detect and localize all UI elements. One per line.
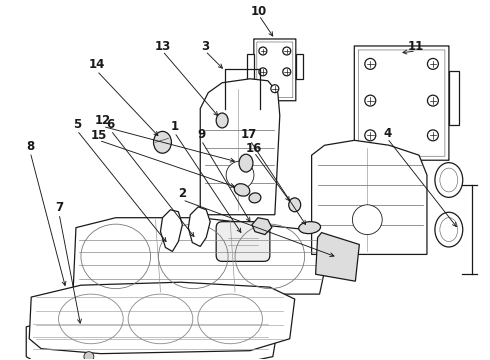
Polygon shape bbox=[188, 207, 210, 247]
Circle shape bbox=[365, 58, 376, 69]
Circle shape bbox=[283, 47, 291, 55]
Ellipse shape bbox=[153, 131, 172, 153]
Ellipse shape bbox=[249, 193, 261, 203]
FancyBboxPatch shape bbox=[358, 50, 445, 156]
Text: 9: 9 bbox=[197, 128, 205, 141]
Ellipse shape bbox=[216, 113, 228, 128]
Text: 12: 12 bbox=[95, 114, 111, 127]
Polygon shape bbox=[29, 282, 294, 354]
Text: 11: 11 bbox=[408, 40, 424, 53]
Ellipse shape bbox=[435, 163, 463, 197]
Bar bbox=[295, 54, 303, 79]
Polygon shape bbox=[200, 79, 280, 215]
Text: 14: 14 bbox=[89, 58, 105, 71]
Polygon shape bbox=[161, 210, 182, 251]
Text: 10: 10 bbox=[251, 5, 267, 18]
Text: 17: 17 bbox=[241, 128, 257, 141]
FancyBboxPatch shape bbox=[257, 42, 293, 98]
Text: 16: 16 bbox=[246, 142, 262, 155]
Text: 2: 2 bbox=[178, 188, 186, 201]
Ellipse shape bbox=[239, 154, 253, 172]
FancyBboxPatch shape bbox=[254, 39, 296, 101]
Text: 8: 8 bbox=[26, 140, 34, 153]
Polygon shape bbox=[26, 312, 278, 360]
Polygon shape bbox=[316, 233, 359, 281]
Text: 5: 5 bbox=[73, 118, 81, 131]
Polygon shape bbox=[73, 218, 329, 294]
Circle shape bbox=[427, 58, 439, 69]
Ellipse shape bbox=[234, 184, 250, 196]
Circle shape bbox=[271, 85, 279, 93]
Circle shape bbox=[259, 47, 267, 55]
Polygon shape bbox=[252, 218, 272, 235]
Bar bbox=[449, 71, 459, 125]
Ellipse shape bbox=[435, 212, 463, 247]
Circle shape bbox=[226, 161, 254, 189]
Circle shape bbox=[259, 68, 267, 76]
Ellipse shape bbox=[299, 222, 320, 234]
Text: 13: 13 bbox=[154, 40, 171, 53]
Text: 7: 7 bbox=[55, 201, 63, 214]
Text: 6: 6 bbox=[107, 118, 115, 131]
Circle shape bbox=[84, 352, 94, 360]
Ellipse shape bbox=[289, 198, 301, 212]
Text: 1: 1 bbox=[171, 120, 178, 133]
Circle shape bbox=[283, 68, 291, 76]
Text: 3: 3 bbox=[201, 40, 209, 53]
Circle shape bbox=[365, 130, 376, 141]
Circle shape bbox=[427, 130, 439, 141]
Circle shape bbox=[427, 95, 439, 106]
Circle shape bbox=[365, 95, 376, 106]
FancyBboxPatch shape bbox=[216, 222, 270, 261]
Text: 4: 4 bbox=[383, 127, 392, 140]
Circle shape bbox=[352, 205, 382, 235]
Bar bbox=[247, 54, 254, 79]
Polygon shape bbox=[312, 140, 427, 255]
Text: 15: 15 bbox=[91, 129, 107, 142]
FancyBboxPatch shape bbox=[354, 46, 449, 160]
